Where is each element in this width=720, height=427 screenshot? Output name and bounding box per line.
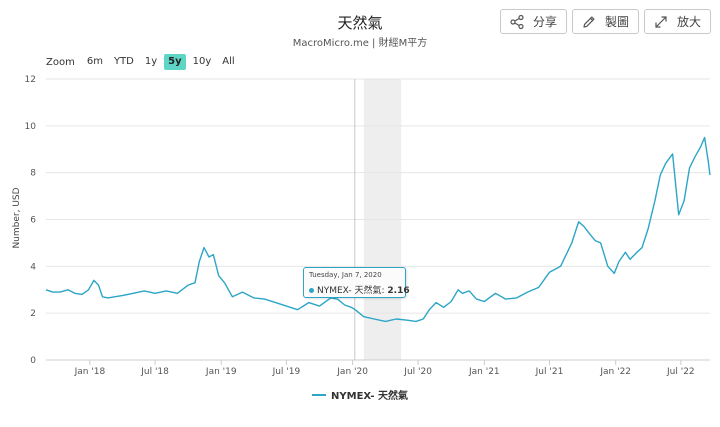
zoom-option-10y[interactable]: 10y xyxy=(192,56,212,67)
x-tick-label: Jul '22 xyxy=(666,367,695,377)
series-marker xyxy=(309,288,314,293)
y-tick-label: 0 xyxy=(30,356,36,366)
zoom-label: Zoom xyxy=(46,56,75,68)
x-tick-label: Jul '21 xyxy=(535,367,564,377)
x-tick-label: Jan '20 xyxy=(336,367,368,377)
series-line xyxy=(45,136,711,323)
share-label: 分享 xyxy=(532,15,557,29)
y-tick-label: 6 xyxy=(30,216,36,226)
y-tick-label: 8 xyxy=(30,169,36,179)
x-tick-label: Jan '19 xyxy=(205,367,237,377)
share-button[interactable]: 分享 xyxy=(499,9,567,34)
page-subtitle: MacroMicro.me | 財經M平方 xyxy=(292,38,428,49)
expand-label: 放大 xyxy=(676,15,701,29)
zoom-option-ytd[interactable]: YTD xyxy=(113,56,134,67)
y-axis-label: Number, USD xyxy=(12,187,22,248)
x-tick-label: Jan '22 xyxy=(599,367,631,377)
legend-line xyxy=(312,393,327,396)
zoom-selector: Zoom 6m YTD 1y 5y 10y All xyxy=(46,54,242,70)
x-tick-label: Jul '18 xyxy=(140,367,169,377)
y-tick-label: 4 xyxy=(30,262,36,272)
zoom-option-5y[interactable]: 5y xyxy=(164,54,186,70)
chart-label: 製圖 xyxy=(604,15,629,29)
expand-button[interactable]: 放大 xyxy=(643,9,711,34)
x-tick-label: Jul '19 xyxy=(272,367,301,377)
pencil-icon xyxy=(583,16,595,28)
x-tick-label: Jan '18 xyxy=(74,367,106,377)
expand-icon xyxy=(655,15,667,28)
toolbar: 分享 製圖 放大 xyxy=(499,9,711,34)
zoom-option-all[interactable]: All xyxy=(222,56,235,67)
zoom-option-1y[interactable]: 1y xyxy=(144,56,158,67)
y-tick-label: 10 xyxy=(25,122,37,132)
x-tick-label: Jul '20 xyxy=(403,367,432,377)
tooltip-series-name: NYMEX- 天然氣 xyxy=(317,286,382,296)
y-tick-label: 2 xyxy=(30,309,36,319)
zoom-option-6m[interactable]: 6m xyxy=(86,56,103,67)
tooltip-row: NYMEX- 天然氣: 2.16 xyxy=(309,283,410,296)
tooltip: Tuesday, Jan 7, 2020 NYMEX- 天然氣: 2.16 xyxy=(303,267,410,298)
legend-label: NYMEX- 天然氣 xyxy=(331,391,408,402)
chart-button[interactable]: 製圖 xyxy=(571,9,639,34)
share-icon xyxy=(510,14,524,29)
x-tick-label: Jan '21 xyxy=(468,367,500,377)
y-tick-label: 12 xyxy=(25,75,36,85)
tooltip-date: Tuesday, Jan 7, 2020 xyxy=(309,271,382,279)
tooltip-value: 2.16 xyxy=(387,286,410,296)
page-title: 天然氣 xyxy=(337,14,383,32)
legend[interactable]: NYMEX- 天然氣 xyxy=(0,387,720,402)
